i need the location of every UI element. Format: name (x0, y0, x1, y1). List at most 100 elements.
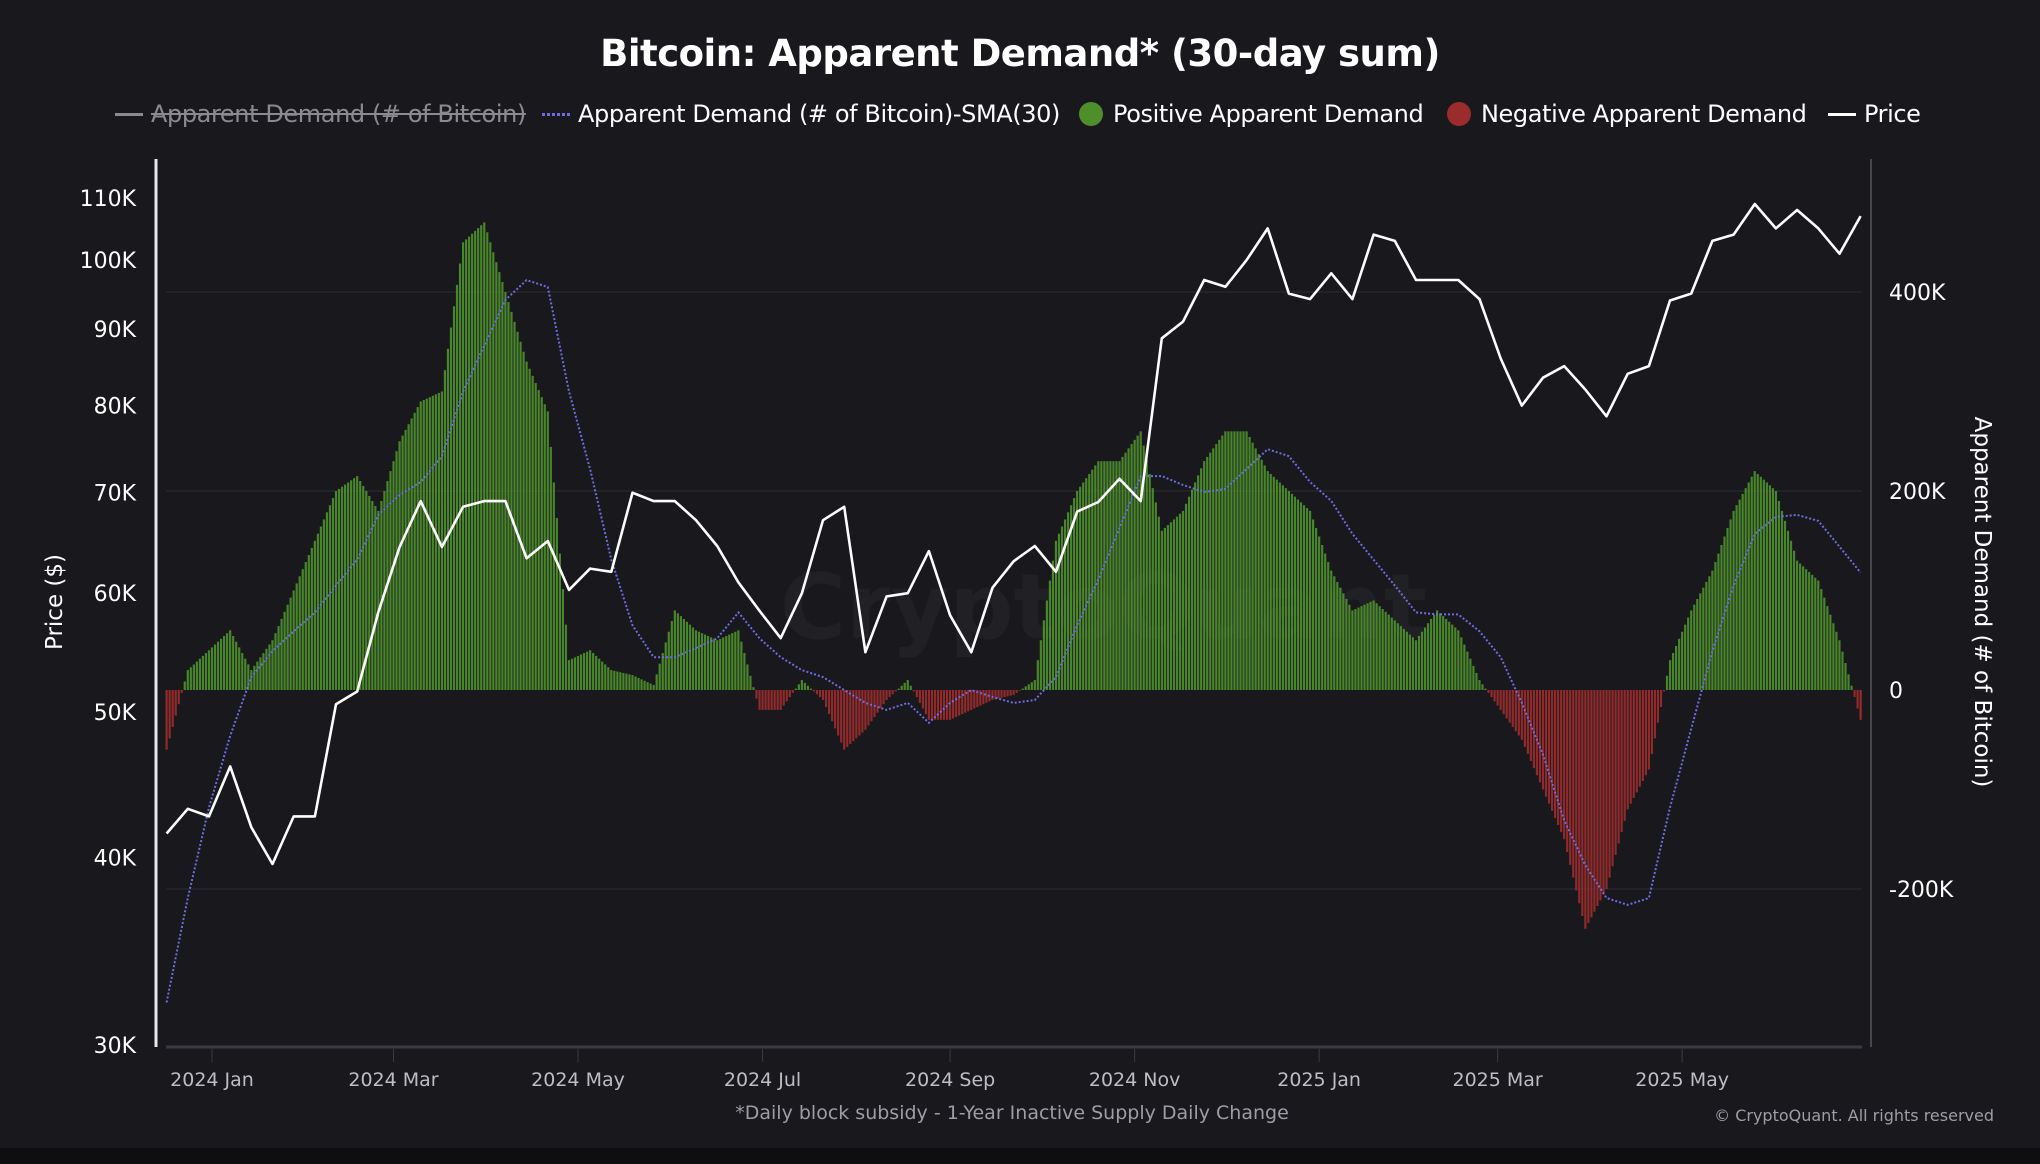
positive-demand-bar (340, 486, 344, 690)
positive-demand-bar (1817, 580, 1820, 690)
negative-demand-bar (758, 690, 761, 710)
positive-demand-bar (1260, 459, 1263, 690)
y-right-tick-label: -200K (1889, 878, 1954, 903)
positive-demand-bar (728, 634, 731, 690)
positive-demand-bar (1284, 488, 1287, 690)
legend-item-sma30[interactable]: Apparent Demand (# of Bitcoin)-SMA(30) (542, 98, 1060, 130)
legend-item-negative-demand[interactable]: Negative Apparent Demand (1447, 98, 1807, 130)
positive-demand-bar (1163, 527, 1166, 690)
y-left-tick-label: 110K (80, 187, 137, 212)
negative-demand-bar (961, 690, 964, 715)
positive-demand-bar (510, 311, 513, 690)
positive-demand-bar (667, 631, 670, 690)
positive-demand-bar (558, 553, 561, 690)
negative-demand-bar (828, 690, 831, 715)
positive-demand-bar (492, 252, 495, 690)
negative-demand-bar (843, 690, 846, 750)
legend-item-apparent-demand[interactable]: Apparent Demand (# of Bitcoin) (115, 98, 526, 130)
legend-dot-icon (1447, 102, 1471, 126)
positive-demand-bar (1315, 527, 1318, 690)
positive-demand-bar (1166, 525, 1169, 690)
positive-demand-bar (1702, 587, 1705, 690)
positive-demand-bar (404, 429, 407, 690)
positive-demand-bar (1780, 510, 1784, 690)
negative-demand-bar (997, 690, 1000, 699)
positive-demand-bar (1136, 435, 1139, 690)
negative-demand-bar (1554, 690, 1557, 818)
positive-demand-bar (356, 476, 359, 690)
negative-demand-bar (1656, 690, 1660, 723)
negative-demand-bar (1599, 690, 1602, 901)
positive-demand-bar (186, 670, 189, 690)
negative-demand-bar (867, 690, 870, 726)
negative-demand-bar (165, 690, 168, 750)
positive-demand-bar (722, 637, 725, 690)
positive-demand-bar (1372, 600, 1375, 690)
positive-demand-bar (419, 401, 422, 690)
legend-item-price[interactable]: Price (1828, 98, 1921, 130)
positive-demand-bar (625, 673, 628, 690)
y-left-tick-label: 50K (94, 701, 137, 726)
positive-demand-bar (607, 667, 610, 690)
positive-demand-bar (253, 665, 256, 690)
positive-demand-bar (1327, 562, 1330, 690)
positive-demand-bar (280, 618, 283, 690)
positive-demand-bar (1212, 448, 1215, 690)
positive-demand-bar (670, 621, 673, 690)
positive-demand-bar (1245, 431, 1248, 690)
positive-demand-bar (1094, 465, 1097, 690)
positive-demand-bar (1218, 439, 1221, 690)
positive-demand-bar (1693, 604, 1696, 690)
negative-demand-bar (1614, 690, 1617, 855)
negative-demand-bar (1563, 690, 1566, 840)
negative-demand-bar (1605, 690, 1608, 889)
positive-demand-bar (1792, 550, 1796, 690)
negative-demand-bar (1653, 690, 1657, 739)
positive-demand-bar (598, 658, 601, 690)
positive-demand-bar (207, 650, 211, 690)
positive-demand-bar (1293, 496, 1297, 690)
positive-demand-bar (1330, 570, 1333, 690)
positive-demand-bar (1348, 604, 1351, 690)
positive-demand-bar (1433, 614, 1436, 690)
negative-demand-bar (915, 690, 918, 698)
positive-demand-bar (1312, 519, 1315, 690)
positive-demand-bar (1729, 519, 1732, 690)
x-tick-label: 2025 Mar (1453, 1069, 1543, 1091)
positive-demand-bar (1076, 491, 1079, 690)
negative-demand-bar (1644, 690, 1647, 776)
positive-demand-bar (1048, 580, 1052, 690)
positive-demand-bar (507, 301, 510, 690)
negative-demand-bar (1587, 690, 1590, 924)
negative-demand-bar (1532, 690, 1536, 769)
negative-demand-bar (1535, 690, 1539, 776)
positive-demand-bar (1281, 485, 1284, 690)
negative-demand-bar (815, 690, 819, 695)
positive-demand-bar (229, 630, 232, 690)
positive-demand-bar (1154, 502, 1157, 690)
positive-demand-bar (570, 658, 574, 690)
positive-demand-bar (271, 640, 274, 690)
positive-demand-bar (1708, 576, 1711, 690)
positive-demand-bar (1091, 469, 1094, 690)
positive-demand-bar (331, 498, 335, 690)
positive-demand-bar (347, 482, 350, 690)
positive-demand-bar (743, 653, 746, 690)
positive-demand-bar (1230, 431, 1233, 690)
positive-demand-bar (561, 589, 564, 690)
positive-demand-bar (564, 624, 568, 690)
legend-item-positive-demand[interactable]: Positive Apparent Demand (1079, 98, 1424, 130)
positive-demand-bar (682, 618, 685, 690)
negative-demand-bar (949, 690, 952, 720)
positive-demand-bar (1835, 631, 1838, 690)
positive-demand-bar (471, 233, 474, 690)
positive-demand-bar (216, 641, 220, 690)
positive-demand-bar (1381, 608, 1384, 690)
positive-demand-bar (1242, 431, 1245, 690)
negative-demand-bar (1638, 690, 1641, 787)
positive-demand-bar (350, 480, 353, 690)
negative-demand-bar (171, 690, 174, 727)
negative-demand-bar (1012, 690, 1015, 695)
negative-demand-bar (755, 690, 758, 699)
positive-demand-bar (592, 653, 595, 690)
